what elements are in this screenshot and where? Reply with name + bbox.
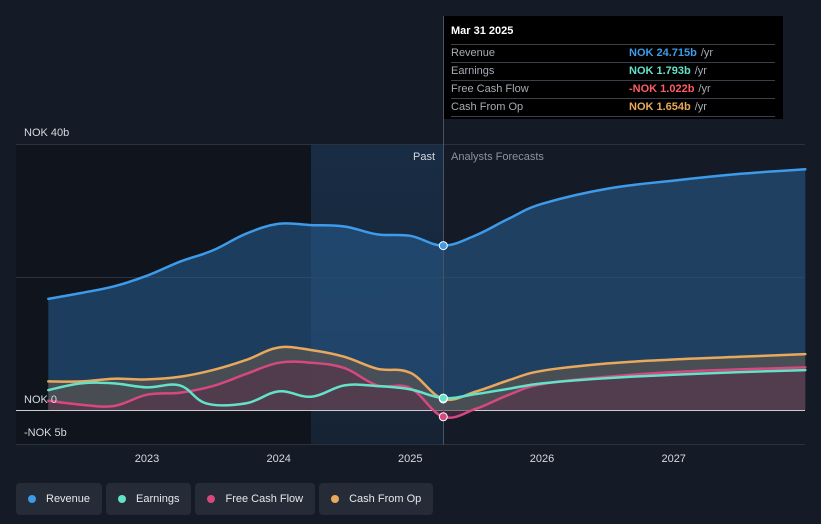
tooltip: Mar 31 2025 Revenue NOK 24.715b /yr Earn… xyxy=(444,16,783,119)
legend-label: Revenue xyxy=(46,493,91,505)
tooltip-date: Mar 31 2025 xyxy=(451,25,514,37)
tooltip-unit: /yr xyxy=(698,83,711,95)
tooltip-row-revenue: Revenue NOK 24.715b /yr xyxy=(451,44,775,62)
legend-dot-icon xyxy=(331,495,340,503)
tooltip-row-cash-from-op: Cash From Op NOK 1.654b /yr xyxy=(451,98,775,117)
x-tick-label: 2024 xyxy=(266,453,290,465)
legend-item-cash-from-op[interactable]: Cash From Op xyxy=(319,483,434,515)
area-revenue xyxy=(48,169,806,410)
y-label: -NOK 5b xyxy=(24,427,67,439)
marker-earnings xyxy=(438,393,448,403)
tooltip-value: NOK 1.654b xyxy=(629,101,691,113)
legend-dot-icon xyxy=(118,495,127,503)
tooltip-label: Cash From Op xyxy=(451,101,524,113)
line-cash-from-op xyxy=(47,345,807,402)
legend-item-revenue[interactable]: Revenue xyxy=(16,483,103,515)
tooltip-markers xyxy=(438,241,448,422)
x-tick-label: 2026 xyxy=(530,453,554,465)
tooltip-label: Revenue xyxy=(451,47,496,59)
x-tick-label: 2025 xyxy=(398,453,422,465)
y-label: NOK 40b xyxy=(24,127,69,139)
tooltip-unit: /yr xyxy=(700,47,714,59)
legend-dot-icon xyxy=(207,495,216,503)
line-earnings xyxy=(47,368,807,407)
legend-dot-icon xyxy=(28,495,36,503)
marker-free-cash-flow xyxy=(438,412,448,422)
tooltip-unit: /yr xyxy=(694,65,707,77)
tooltip-label: Free Cash Flow xyxy=(451,83,529,95)
line-free-cash-flow xyxy=(47,360,807,419)
tooltip-unit: /yr xyxy=(694,101,707,113)
tooltip-label: Earnings xyxy=(451,65,495,77)
marker-revenue xyxy=(438,241,448,251)
legend-label: Cash From Op xyxy=(349,493,422,505)
x-tick-label: 2023 xyxy=(135,453,159,465)
chart: Past Analysts Forecasts NOK 40b NOK 0 -NOK… xyxy=(16,16,807,465)
legend-item-free-cash-flow[interactable]: Free Cash Flow xyxy=(195,483,316,515)
series-lines xyxy=(47,168,807,419)
legend: Revenue Earnings Free Cash Flow Cash Fro… xyxy=(16,483,434,515)
tooltip-value: -NOK 1.022b xyxy=(629,83,695,95)
past-label: Past xyxy=(413,151,435,163)
line-revenue xyxy=(47,168,807,301)
legend-label: Free Cash Flow xyxy=(225,493,304,505)
tooltip-value: NOK 1.793b xyxy=(629,65,691,77)
y-axis-labels: NOK 40b NOK 0 -NOK 5b xyxy=(24,127,69,439)
y-label: NOK 0 xyxy=(24,394,57,406)
x-tick-label: 2027 xyxy=(661,453,685,465)
legend-label: Earnings xyxy=(136,493,180,505)
tooltip-value: NOK 24.715b xyxy=(629,47,697,59)
forecast-label: Analysts Forecasts xyxy=(451,151,544,163)
x-axis-labels: 2023 2024 2025 2026 2027 xyxy=(135,453,686,465)
tooltip-row-free-cash-flow: Free Cash Flow -NOK 1.022b /yr xyxy=(451,80,775,98)
tooltip-row-earnings: Earnings NOK 1.793b /yr xyxy=(451,62,775,80)
legend-item-earnings[interactable]: Earnings xyxy=(106,483,192,515)
